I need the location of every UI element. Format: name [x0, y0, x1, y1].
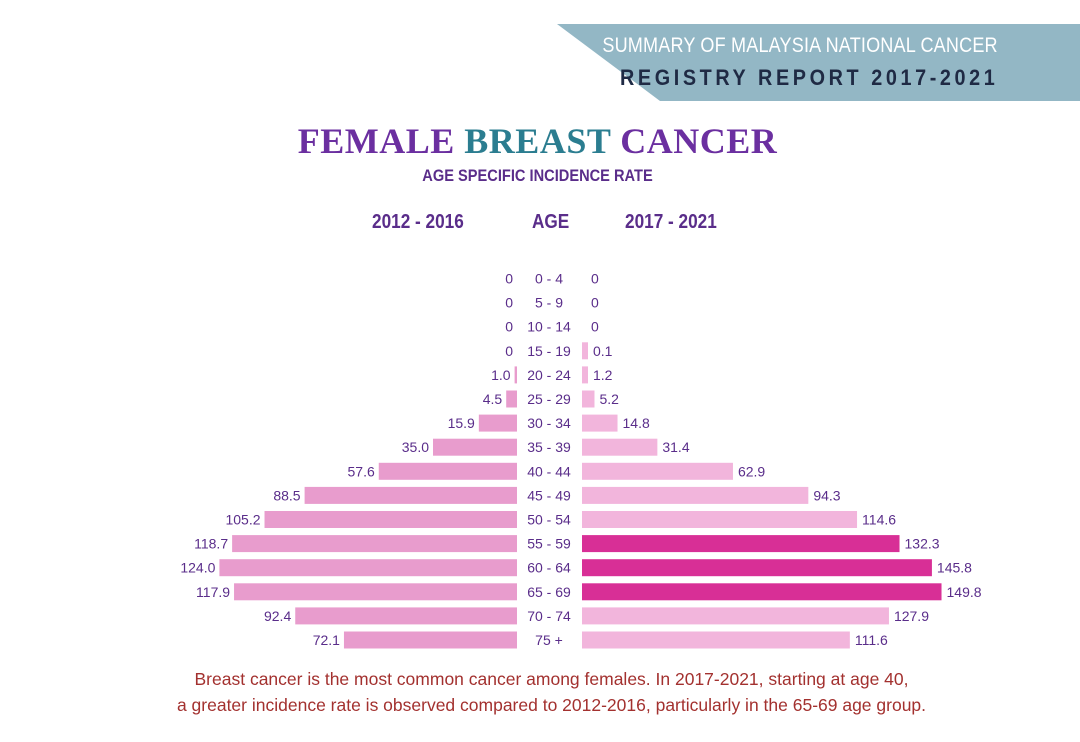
age-label-75: 75 + [535, 632, 563, 648]
value-label-2012-2016-65-69: 117.9 [196, 584, 230, 600]
bar-2012-2016-75 [343, 631, 517, 649]
value-label-2012-2016-15-19: 0 [505, 343, 513, 359]
banner-line-1: SUMMARY OF MALAYSIA NATIONAL CANCER [602, 34, 998, 57]
value-label-2017-2021-60-64: 145.8 [937, 560, 972, 576]
title-word-breast: BREAST [464, 121, 611, 161]
value-label-2012-2016-5-9: 0 [505, 295, 513, 311]
bar-2012-2016-50-54 [264, 511, 517, 528]
bar-2017-2021-50-54 [582, 511, 858, 528]
value-label-2012-2016-25-29: 4.5 [483, 391, 503, 407]
age-label-60-64: 60 - 64 [527, 560, 571, 576]
value-label-2017-2021-15-19: 0.1 [593, 343, 613, 359]
value-label-2017-2021-0-4: 0 [591, 271, 599, 287]
age-label-10-14: 10 - 14 [527, 319, 571, 335]
title-word-cancer: CANCER [620, 121, 778, 161]
bar-2017-2021-20-24 [582, 366, 588, 384]
column-header-age: AGE [532, 211, 570, 233]
value-label-2012-2016-60-64: 124.0 [180, 560, 215, 576]
title-word-female: FEMALE [297, 121, 455, 161]
value-label-2017-2021-40-44: 62.9 [738, 463, 765, 479]
footnote-line-2: a greater incidence rate is observed com… [176, 695, 927, 715]
age-label-5-9: 5 - 9 [535, 295, 563, 311]
value-label-2012-2016-50-54: 105.2 [225, 512, 260, 528]
bar-2017-2021-60-64 [582, 559, 932, 577]
value-label-2017-2021-25-29: 5.2 [599, 391, 619, 407]
value-label-2012-2016-75: 72.1 [313, 632, 340, 648]
bar-2017-2021-25-29 [582, 390, 595, 408]
bar-2012-2016-40-44 [378, 462, 517, 480]
column-header-2012-2016: 2012 - 2016 [372, 211, 464, 233]
value-label-2017-2021-75: 111.6 [855, 632, 888, 648]
value-label-2017-2021-55-59: 132.3 [905, 536, 940, 552]
chart-subtitle: AGE SPECIFIC INCIDENCE RATE [422, 166, 653, 185]
bar-2017-2021-55-59 [582, 535, 900, 553]
value-label-2017-2021-50-54: 114.6 [862, 512, 896, 528]
banner-line-2: REGISTRY REPORT 2017-2021 [619, 65, 998, 90]
bar-2017-2021-45-49 [582, 486, 809, 504]
value-label-2017-2021-30-34: 14.8 [623, 415, 650, 431]
age-label-35-39: 35 - 39 [527, 439, 571, 455]
column-header-2017-2021: 2017 - 2021 [625, 211, 717, 233]
age-label-15-19: 15 - 19 [527, 343, 571, 359]
value-label-2017-2021-65-69: 149.8 [947, 584, 982, 600]
bar-2017-2021-40-44 [582, 462, 733, 480]
value-label-2012-2016-10-14: 0 [505, 319, 513, 335]
bar-2012-2016-35-39 [433, 438, 517, 456]
value-label-2017-2021-70-74: 127.9 [894, 608, 929, 624]
age-label-65-69: 65 - 69 [527, 584, 571, 600]
age-label-70-74: 70 - 74 [527, 608, 571, 624]
footnote-line-1: Breast cancer is the most common cancer … [194, 669, 909, 689]
value-label-2012-2016-30-34: 15.9 [448, 415, 475, 431]
page-title: FEMALE BREAST CANCER [0, 120, 1075, 162]
value-label-2012-2016-45-49: 88.5 [273, 487, 300, 503]
bar-2012-2016-30-34 [478, 414, 517, 432]
value-label-2012-2016-70-74: 92.4 [264, 608, 291, 624]
value-label-2012-2016-40-44: 57.6 [348, 463, 375, 479]
age-label-30-34: 30 - 34 [527, 415, 571, 431]
bar-2012-2016-45-49 [304, 486, 517, 504]
value-label-2017-2021-45-49: 94.3 [813, 487, 840, 503]
bar-2012-2016-25-29 [506, 390, 517, 408]
bar-2017-2021-30-34 [582, 414, 618, 432]
value-label-2012-2016-55-59: 118.7 [194, 536, 228, 552]
value-label-2012-2016-20-24: 1.0 [491, 367, 511, 383]
bar-2012-2016-20-24 [514, 366, 517, 384]
footnote: Breast cancer is the most common cancer … [0, 666, 1080, 718]
age-label-50-54: 50 - 54 [527, 512, 571, 528]
value-label-2017-2021-10-14: 0 [591, 319, 599, 335]
bar-2012-2016-65-69 [234, 583, 518, 601]
age-label-20-24: 20 - 24 [527, 367, 571, 383]
bar-2017-2021-70-74 [582, 607, 889, 625]
banner-shape [557, 24, 1080, 101]
bar-2017-2021-65-69 [582, 583, 942, 601]
value-label-2012-2016-0-4: 0 [505, 271, 513, 287]
header-banner [557, 24, 1080, 101]
bar-2012-2016-60-64 [219, 559, 517, 577]
bar-2017-2021-15-19 [582, 342, 588, 360]
age-label-25-29: 25 - 29 [527, 391, 571, 407]
bar-2012-2016-70-74 [295, 607, 517, 625]
bar-2017-2021-35-39 [582, 438, 658, 456]
bar-2017-2021-75 [582, 631, 850, 649]
value-label-2017-2021-35-39: 31.4 [662, 439, 689, 455]
age-label-45-49: 45 - 49 [527, 487, 571, 503]
age-label-0-4: 0 - 4 [535, 271, 563, 287]
age-label-55-59: 55 - 59 [527, 536, 571, 552]
age-label-40-44: 40 - 44 [527, 463, 571, 479]
bar-2012-2016-55-59 [232, 535, 517, 553]
value-label-2012-2016-35-39: 35.0 [402, 439, 429, 455]
value-label-2017-2021-20-24: 1.2 [593, 367, 613, 383]
value-label-2017-2021-5-9: 0 [591, 295, 599, 311]
